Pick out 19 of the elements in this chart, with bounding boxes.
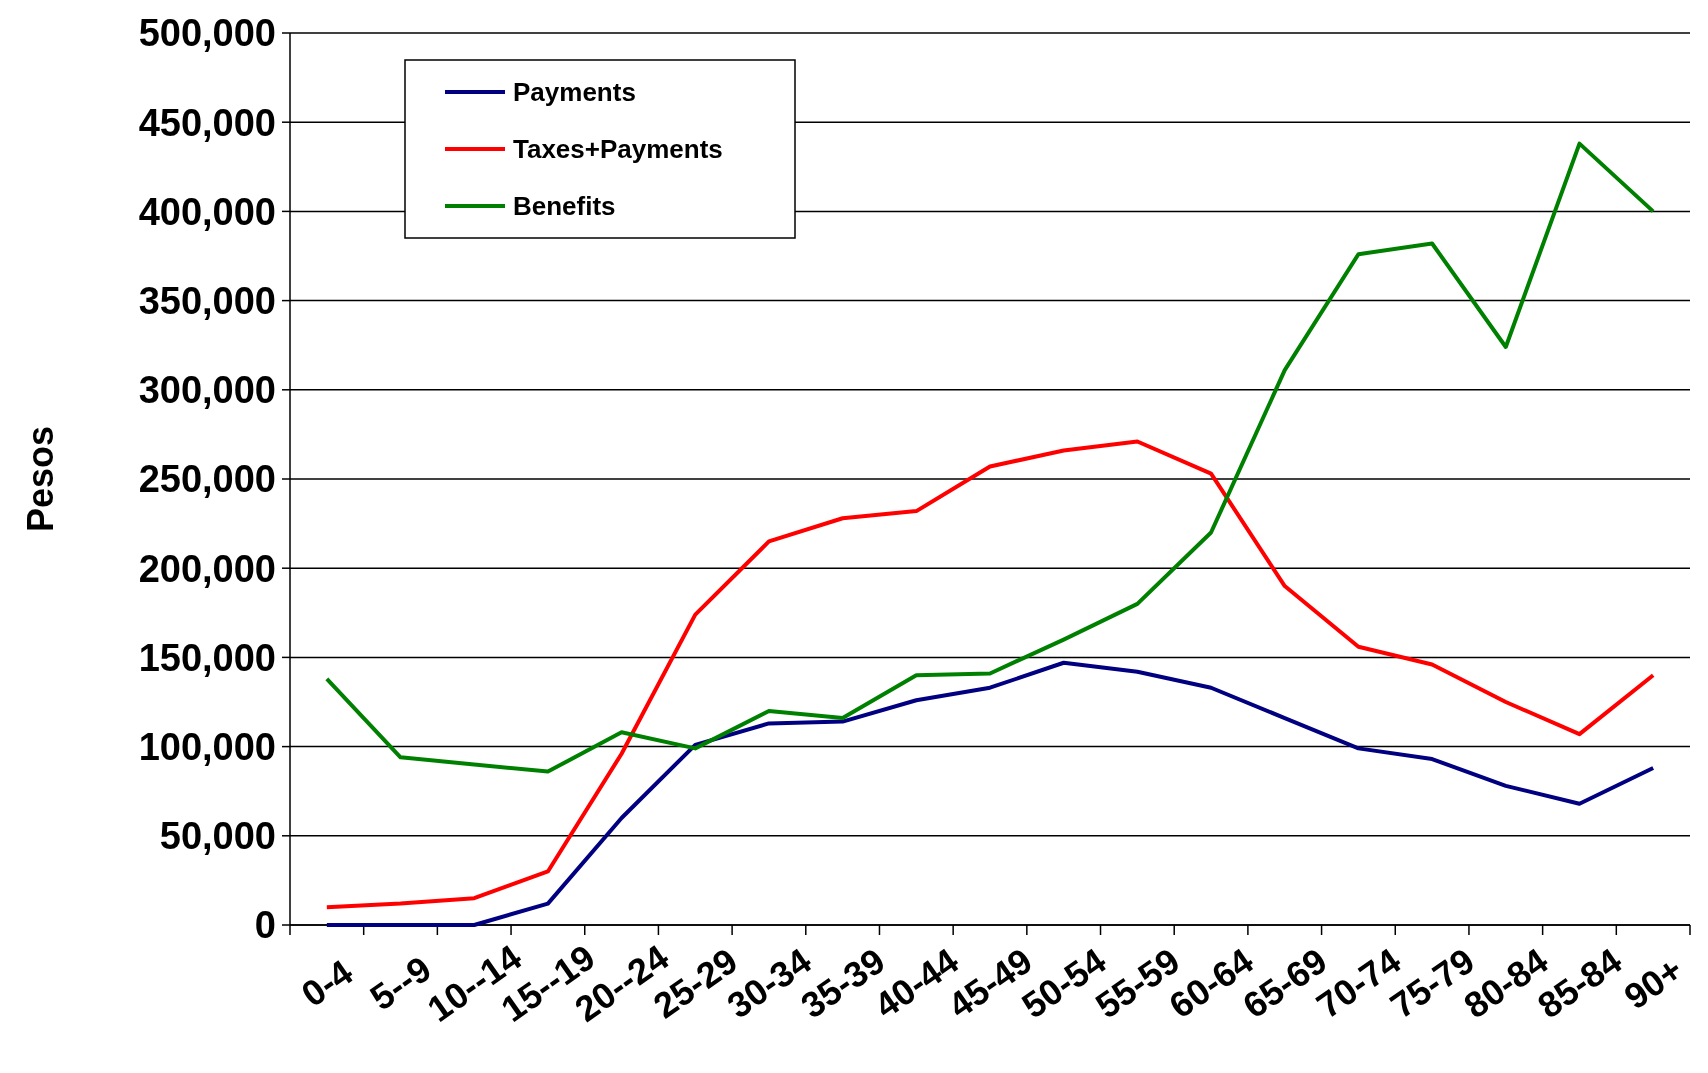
y-tick-label: 50,000	[159, 815, 276, 858]
line-series	[324, 660, 1656, 927]
legend-label: Taxes+Payments	[513, 134, 723, 165]
y-tick-label: 0	[254, 904, 276, 947]
line-series	[324, 141, 1656, 774]
y-tick-label: 300,000	[138, 369, 276, 412]
y-tick-label: 350,000	[138, 279, 276, 322]
y-tick-label: 150,000	[138, 636, 276, 679]
y-tick-label: 100,000	[138, 725, 276, 768]
y-tick-label: 200,000	[138, 547, 276, 590]
line-series	[324, 439, 1656, 910]
y-tick-label: 450,000	[138, 101, 276, 144]
y-tick-label: 400,000	[138, 190, 276, 233]
y-tick-label: 250,000	[138, 458, 276, 501]
y-axis-title: Pesos	[20, 425, 61, 533]
legend-label: Payments	[513, 77, 636, 108]
legend-label: Benefits	[513, 191, 616, 222]
y-tick-label: 500,000	[138, 12, 276, 55]
x-tick-label: 0-4	[293, 951, 360, 1015]
